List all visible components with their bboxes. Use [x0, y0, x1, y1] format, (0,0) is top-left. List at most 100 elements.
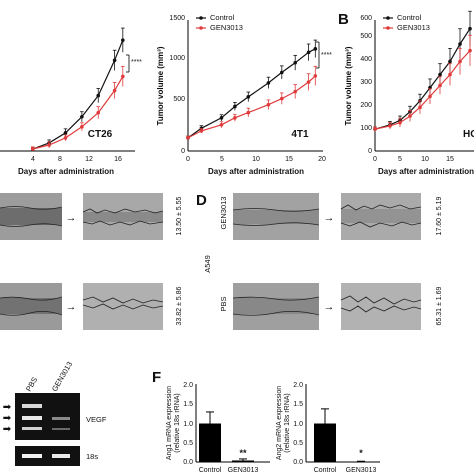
ct26-data-point	[121, 74, 125, 79]
chart-ang2: 0.0 0.5 1.0 1.5 2.0 Ang2 mRNA expression…	[276, 382, 380, 474]
legend-control-label: Control	[210, 13, 235, 22]
wound-edge	[232, 222, 320, 226]
scratch-gap	[83, 212, 163, 222]
arrow-icon: →	[324, 301, 335, 313]
gel-label-18s: 18s	[86, 452, 98, 461]
scratch-gap	[341, 209, 421, 223]
ang1-category-label: Control	[199, 467, 222, 474]
scratch-gap	[233, 210, 319, 224]
4t1-data-point	[233, 116, 237, 120]
4t1-data-point	[280, 70, 284, 75]
ang2-y-tick-label: 1.0	[293, 421, 303, 428]
ang1-category-label: GEN3013	[228, 467, 259, 474]
hct-x-axis-title: Days after administration	[378, 167, 474, 176]
hct-data-point	[418, 105, 422, 110]
ct26-data-point	[96, 93, 101, 98]
chart-ang1: 0.0 0.5 1.0 1.5 2.0 Ang1 mRNA expression…	[166, 382, 270, 474]
wound-edge	[340, 295, 422, 305]
treatment-label-pbs: PBS	[219, 296, 228, 311]
legend-control-dot	[386, 16, 390, 20]
wound-edge	[0, 296, 63, 301]
ct26-x-tick-label: 4	[31, 156, 35, 163]
ang2-bar	[350, 461, 372, 463]
4t1-x-tick-label: 20	[318, 156, 326, 163]
ct26-data-point	[112, 88, 117, 93]
ang2-y-tick-label: 2.0	[293, 382, 303, 389]
hct-data-point	[438, 72, 442, 77]
wound-edge	[0, 206, 63, 210]
treatment-label-gen3013: GEN3013	[219, 197, 228, 230]
4t1-x-tick-label: 10	[252, 156, 260, 163]
scratch-gap	[0, 298, 62, 314]
ang2-y-axis-title: Ang2 mRNA expression	[276, 386, 283, 460]
4t1-data-point	[306, 50, 311, 55]
hct-y-tick-label: 500	[360, 33, 372, 40]
4t1-data-point	[246, 110, 251, 115]
4t1-y-tick-label: 1500	[169, 15, 185, 22]
4t1-y-tick-label: 1000	[169, 55, 185, 62]
hct-y-tick-label: 200	[360, 102, 372, 109]
wound-edge	[340, 305, 422, 313]
panel-letter-b: B	[338, 11, 349, 28]
4t1-data-point	[219, 123, 224, 127]
4t1-data-point	[219, 116, 224, 120]
gel-band	[52, 428, 70, 430]
closure-value: 13.50 ± 5.55	[176, 196, 183, 235]
4t1-x-axis-title: Days after administration	[208, 167, 304, 176]
ang1-y-tick-label: 0.0	[183, 459, 193, 466]
wound-edge	[82, 296, 164, 304]
ang2-category-label: GEN3013	[346, 467, 377, 474]
4t1-data-point	[280, 96, 284, 101]
panel-letter-d: D	[196, 192, 207, 209]
4t1-data-point	[233, 104, 237, 109]
hct-x-tick-label: 15	[446, 156, 454, 163]
scratch-gap	[233, 298, 319, 314]
hct-series-line-0	[374, 28, 471, 130]
4t1-y-tick-label: 500	[173, 96, 185, 103]
ct26-x-tick-label: 12	[85, 156, 93, 163]
legend-gen3013-dot	[386, 26, 390, 30]
wound-edge	[0, 223, 63, 227]
gel-band	[22, 454, 42, 458]
4t1-x-tick-label: 15	[285, 156, 293, 163]
hct-legend: Control GEN3013	[383, 13, 430, 32]
panel-f: F 0.0 0.5 1.0 1.5 2.0 Ang1 mRNA expressi…	[152, 369, 380, 474]
ct26-data-point	[30, 147, 35, 151]
hct-data-point	[468, 26, 472, 31]
wound-edge	[82, 208, 164, 214]
ct26-data-point	[96, 110, 101, 115]
4t1-data-point	[266, 102, 271, 107]
wound-edge	[232, 311, 320, 316]
ang1-significance: **	[239, 448, 247, 458]
chart-hct: B 0 100 200 300 400 500 600 0 5 10 15 Tu…	[338, 10, 474, 176]
4t1-data-point	[186, 136, 190, 140]
ang2-bar	[314, 423, 336, 462]
hct-data-point	[388, 124, 392, 128]
hct-x-tick-label: 5	[398, 156, 402, 163]
4t1-y-tick-label: 0	[181, 148, 185, 155]
4t1-data-point	[199, 129, 204, 133]
ang1-bar	[232, 460, 254, 462]
ang2-y-tick-label: 0.0	[293, 459, 303, 466]
hct-data-point	[428, 94, 432, 99]
hct-data-point	[468, 48, 472, 53]
hct-data-point	[458, 42, 462, 46]
4t1-significance: ****	[321, 52, 332, 59]
gel-band	[22, 427, 42, 430]
ct26-x-tick-label: 8	[58, 156, 62, 163]
ct26-data-point	[47, 143, 51, 147]
scratch-panel-d: D A549 GEN3013 PBS → 17.60 ± 5.19 → 65.3…	[196, 192, 443, 330]
hct-data-point	[438, 83, 442, 88]
arrow-icon: ➡	[3, 413, 12, 424]
legend-control-label: Control	[397, 13, 422, 22]
4t1-data-point	[306, 80, 311, 84]
wound-edge	[340, 204, 422, 211]
ang2-y-axis-title: (relative 18s rRNA)	[284, 393, 291, 453]
gel-band	[22, 416, 42, 420]
chart-4t1: 0 500 1000 1500 0 5 10 15 20 Tumor volum…	[156, 13, 332, 176]
4t1-y-axis-title: Tumor volume (mm³)	[156, 46, 165, 125]
4t1-data-point	[266, 81, 271, 85]
ang2-y-tick-label: 0.5	[293, 440, 303, 447]
ang1-y-tick-label: 1.5	[183, 401, 193, 408]
